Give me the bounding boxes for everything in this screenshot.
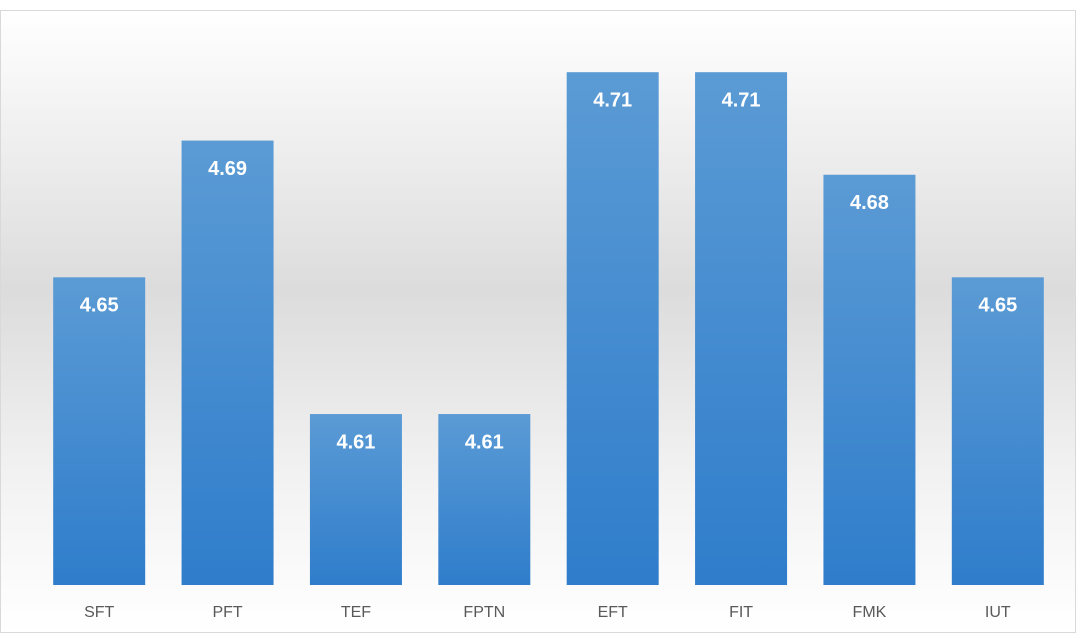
data-label: 4.61 xyxy=(465,431,504,453)
bar xyxy=(438,414,531,585)
x-tick-label: TEF xyxy=(341,604,371,621)
x-tick-label: FPTN xyxy=(463,604,505,621)
data-label: 4.68 xyxy=(850,192,889,214)
data-label: 4.71 xyxy=(722,89,761,111)
bar xyxy=(823,174,916,585)
x-tick-label: FIT xyxy=(729,604,753,621)
bar xyxy=(309,414,402,585)
x-tick-label: EFT xyxy=(598,604,628,621)
data-label: 4.61 xyxy=(336,431,375,453)
data-label: 4.65 xyxy=(978,295,1017,317)
x-tick-label: FMK xyxy=(853,604,887,621)
data-label: 4.69 xyxy=(208,158,247,180)
x-tick-label: PFT xyxy=(212,604,242,621)
bar xyxy=(53,277,146,585)
bar xyxy=(695,72,788,585)
bar xyxy=(951,277,1044,585)
bar xyxy=(181,140,274,585)
bar xyxy=(566,72,659,585)
x-tick-label: IUT xyxy=(985,604,1011,621)
data-label: 4.71 xyxy=(593,89,632,111)
x-tick-label: SFT xyxy=(84,604,114,621)
data-label: 4.65 xyxy=(80,295,119,317)
